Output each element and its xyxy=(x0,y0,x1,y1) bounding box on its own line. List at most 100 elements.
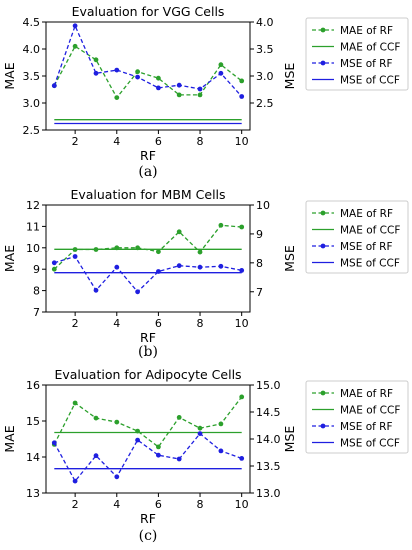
x-tick-label: 4 xyxy=(113,498,120,511)
data-point-mse-of-rf xyxy=(176,456,182,462)
data-point-mae-of-rf xyxy=(51,266,57,272)
data-point-mae-of-rf xyxy=(72,43,78,49)
data-point-mse-of-rf xyxy=(239,94,245,99)
data-point-mae-of-rf xyxy=(218,62,224,68)
data-point-mae-of-rf xyxy=(239,394,245,400)
legend-label: MAE of CCF xyxy=(340,42,400,54)
y-left-tick-label: 16 xyxy=(26,379,40,392)
y-right-tick-label: 10 xyxy=(256,199,270,212)
chart-panel-2: Evaluation for MBM Cells 2 4 6 8 10 7 8 9 10 11 12 7… xyxy=(2,187,409,360)
data-point-mse-of-rf xyxy=(114,264,120,270)
data-point-mse-of-rf xyxy=(156,85,161,91)
legend-marker xyxy=(320,390,326,396)
y-right-axis-label: MSE xyxy=(282,245,297,272)
data-point-mse-of-rf xyxy=(176,82,182,88)
y-right-tick-label: 13.0 xyxy=(256,487,281,500)
x-tick-label: 4 xyxy=(113,317,120,330)
legend-marker xyxy=(320,60,326,66)
y-right-tick-label: 3.0 xyxy=(256,70,274,83)
y-left-tick-label: 9 xyxy=(33,263,40,276)
data-point-mse-of-rf xyxy=(218,263,224,269)
data-point-mae-of-rf xyxy=(239,224,245,230)
data-point-mse-of-rf xyxy=(156,452,161,458)
legend-label: MSE of CCF xyxy=(340,75,400,87)
legend-label: MSE of CCF xyxy=(340,438,400,450)
legend-box xyxy=(305,200,409,274)
data-point-mae-of-rf xyxy=(197,249,203,255)
y-right-tick-label: 15.0 xyxy=(256,379,281,392)
data-point-mse-of-rf xyxy=(93,70,99,76)
chart-panel-3: Evaluation for Adipocyte Cells 2 4 6 8 10 13 14… xyxy=(2,367,409,544)
x-tick-label: 10 xyxy=(235,317,249,330)
data-point-mae-of-rf xyxy=(135,69,141,75)
y-left-tick-label: 4.5 xyxy=(23,16,41,29)
y-left-tick-label: 2.5 xyxy=(23,124,41,137)
legend: MAE of RF MAE of CCF MSE of RF MSE of CCF xyxy=(305,380,409,454)
figure-caption: (c) xyxy=(139,528,158,544)
y-right-tick-label: 2.5 xyxy=(256,97,274,110)
legend-box xyxy=(305,17,409,91)
y-right-tick-label: 4.0 xyxy=(256,16,274,29)
x-axis-label: RF xyxy=(140,511,156,526)
data-point-mse-of-rf xyxy=(51,260,57,266)
data-point-mse-of-rf xyxy=(135,437,141,443)
x-tick-label: 8 xyxy=(197,317,204,330)
series-line-mse-of-rf xyxy=(53,432,242,483)
series-line-mse-of-rf xyxy=(53,24,243,97)
data-point-mse-of-rf xyxy=(135,289,141,295)
chart-title: Evaluation for MBM Cells xyxy=(70,187,225,202)
legend-box xyxy=(305,380,409,454)
legend-marker xyxy=(320,210,326,216)
x-tick-label: 10 xyxy=(235,498,249,511)
legend-label: MAE of RF xyxy=(340,388,393,400)
series-line-mse-of-rf xyxy=(54,255,242,293)
x-tick-label: 2 xyxy=(72,317,79,330)
data-point-mse-of-rf xyxy=(197,86,203,92)
data-point-mae-of-rf xyxy=(156,444,161,450)
y-left-tick-label: 11 xyxy=(26,220,40,233)
x-tick-label: 8 xyxy=(197,498,204,511)
legend-label: MAE of RF xyxy=(340,208,393,220)
data-point-mae-of-rf xyxy=(93,415,99,421)
y-right-tick-label: 14.0 xyxy=(256,433,281,446)
x-tick-label: 8 xyxy=(197,135,204,148)
data-point-mse-of-rf xyxy=(72,254,78,259)
chart-panel-1: Evaluation for VGG Cells 2 4 6 8 10 2.5 3.0 3.5 4… xyxy=(2,4,409,180)
x-tick-label: 4 xyxy=(113,135,120,148)
data-point-mse-of-rf xyxy=(51,83,57,89)
data-point-mse-of-rf xyxy=(93,453,99,459)
chart-title: Evaluation for VGG Cells xyxy=(72,4,225,19)
y-right-tick-label: 9 xyxy=(256,228,263,241)
data-point-mse-of-rf xyxy=(93,287,99,293)
figure-caption: (b) xyxy=(138,344,158,360)
data-point-mae-of-rf xyxy=(176,229,182,235)
data-point-mae-of-rf xyxy=(239,78,245,84)
x-axis-label: RF xyxy=(140,330,156,345)
data-point-mae-of-rf xyxy=(218,222,224,228)
data-point-mae-of-rf xyxy=(176,92,182,98)
y-left-tick-label: 3.0 xyxy=(23,97,41,110)
data-point-mse-of-rf xyxy=(239,268,245,273)
data-point-mse-of-rf xyxy=(176,263,182,269)
series-line-mae-of-rf xyxy=(53,396,243,448)
legend: MAE of RF MAE of CCF MSE of RF MSE of CCF xyxy=(305,200,409,274)
legend-label: MAE of CCF xyxy=(340,225,400,237)
legend: MAE of RF MAE of CCF MSE of RF MSE of CCF xyxy=(305,17,409,91)
y-left-tick-label: 12 xyxy=(26,199,40,212)
y-left-tick-label: 10 xyxy=(26,242,40,255)
plot-frame xyxy=(45,204,251,313)
data-point-mse-of-rf xyxy=(51,440,57,446)
y-right-tick-label: 7 xyxy=(256,286,263,299)
legend-marker xyxy=(320,27,326,33)
legend-label: MSE of RF xyxy=(340,421,393,433)
y-right-tick-label: 8 xyxy=(256,257,263,270)
y-right-axis-label: MSE xyxy=(282,426,297,453)
data-point-mse-of-rf xyxy=(218,448,224,454)
data-point-mae-of-rf xyxy=(114,95,120,100)
x-tick-label: 6 xyxy=(155,135,162,148)
y-left-tick-label: 8 xyxy=(33,285,40,298)
data-point-mse-of-rf xyxy=(114,474,120,480)
data-point-mae-of-rf xyxy=(156,75,161,81)
y-left-tick-label: 14 xyxy=(26,451,40,464)
data-point-mse-of-rf xyxy=(218,70,224,76)
